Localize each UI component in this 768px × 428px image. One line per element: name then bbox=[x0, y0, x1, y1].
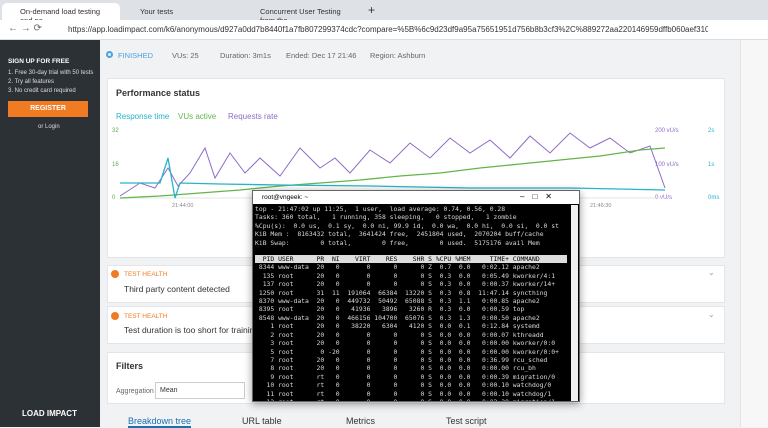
terminal-line: 5 root 0 -20 0 0 0 S 0.0 0.0 0:00.00 kwo… bbox=[255, 347, 559, 356]
tick: 32 bbox=[112, 128, 119, 134]
card-title: Performance status bbox=[116, 88, 201, 98]
vus-line bbox=[120, 147, 666, 199]
terminal-line: 137 root 20 0 0 0 0 S 0.3 0.0 0:00.37 kw… bbox=[255, 280, 556, 289]
sidebar bbox=[0, 40, 100, 427]
step: 2. Try all features bbox=[8, 79, 55, 85]
tick: 21:44:00 bbox=[172, 203, 194, 209]
terminal-line: 10 root rt 0 0 0 0 S 0.0 0.0 0:00.10 wat… bbox=[255, 381, 552, 390]
new-tab[interactable]: + bbox=[368, 3, 376, 17]
aggregation-label: Aggregation bbox=[116, 388, 154, 395]
tick: 21:46:30 bbox=[590, 203, 612, 209]
terminal-line: 8344 www-data 20 0 0 0 0 Z 0.7 0.0 0:02.… bbox=[255, 263, 540, 272]
tab[interactable]: Your tests bbox=[140, 7, 174, 16]
filters-title: Filters bbox=[116, 361, 144, 371]
requests-line bbox=[120, 132, 666, 197]
terminal-line: %Cpu(s): 0.0 us, 0.1 sy, 0.0 ni, 99.9 id… bbox=[255, 221, 559, 230]
terminal-line: 8395 root 20 0 41936 3896 3260 R 0.3 0.0… bbox=[255, 305, 525, 314]
terminal-line: 135 root 20 0 0 0 0 S 0.3 0.0 0:05.49 kw… bbox=[255, 271, 556, 280]
tick: 16 bbox=[112, 162, 119, 168]
window-controls[interactable]: –□✕ bbox=[520, 192, 560, 201]
terminal-title: root@vngeek: ~ bbox=[262, 194, 309, 201]
terminal-line: 1250 root 31 11 191064 66384 13220 S 0.3… bbox=[255, 288, 548, 297]
terminal-window bbox=[252, 190, 580, 402]
terminal-line: 8370 www-data 20 0 449732 50492 65088 S … bbox=[255, 297, 540, 306]
right-rail bbox=[740, 40, 768, 427]
health-text: Test duration is too short for training … bbox=[124, 325, 267, 335]
step: 1. Free 30-day trial with 50 tests bbox=[8, 70, 94, 76]
tick: 2s bbox=[708, 128, 715, 134]
status: FINISHED bbox=[118, 51, 154, 60]
terminal-line: PID USER PR NI VIRT RES SHR S %CPU %MEM … bbox=[255, 255, 567, 264]
health-label: TEST HEALTH bbox=[124, 313, 168, 320]
terminal-line: 2 root 20 0 0 0 0 S 0.0 0.0 0:00.07 kthr… bbox=[255, 330, 544, 339]
terminal-line: KiB Mem : 8163432 total, 3641424 free, 2… bbox=[255, 230, 544, 239]
legend-item[interactable]: Requests rate bbox=[228, 112, 278, 121]
tab[interactable]: Concurrent User Testing from the bbox=[260, 7, 341, 20]
chevron[interactable]: ⌄ bbox=[708, 268, 715, 277]
step: 3. No credit card required bbox=[8, 88, 76, 94]
login-link[interactable]: or Login bbox=[38, 124, 60, 130]
tab[interactable]: On-demand load testing and pe bbox=[2, 3, 120, 20]
terminal-line: top - 21:47:02 up 11:25, 1 user, load av… bbox=[255, 205, 506, 213]
chevron[interactable]: ⌄ bbox=[708, 310, 715, 319]
signup: SIGN UP FOR FREE bbox=[8, 58, 70, 65]
terminal-line: 9 root rt 0 0 0 0 S 0.0 0.0 0:00.39 migr… bbox=[255, 372, 556, 381]
logo: LOAD IMPACT bbox=[22, 409, 77, 418]
bottom-tab[interactable]: Metrics bbox=[346, 416, 375, 426]
terminal-line: 11 root rt 0 0 0 0 S 0.0 0.0 0:00.10 wat… bbox=[255, 389, 552, 398]
terminal-titlebar bbox=[253, 191, 579, 204]
vus: VUs: 25 bbox=[172, 51, 199, 60]
url[interactable]: https://app.loadimpact.com/k6/anonymous/… bbox=[68, 25, 708, 34]
bottom-tab[interactable]: Test script bbox=[446, 416, 487, 426]
terminal-line: Tasks: 360 total, 1 running, 358 sleepin… bbox=[255, 213, 517, 222]
legend-item[interactable]: VUs active bbox=[178, 112, 217, 121]
tab-strip bbox=[0, 0, 768, 20]
terminal-line: 3 root 20 0 0 0 0 S 0.0 0.0 0:00.00 kwor… bbox=[255, 339, 556, 348]
terminal-scrollbar bbox=[571, 205, 578, 401]
tick: 0ms bbox=[708, 195, 720, 201]
terminal-line: 1 root 20 0 38220 6304 4120 S 0.0 0.1 0:… bbox=[255, 322, 540, 331]
warn-icon bbox=[111, 270, 119, 278]
terminal-line: KiB Swap: 0 total, 0 free, 0 used. 51751… bbox=[255, 238, 540, 247]
terminal-line: 8548 www-data 20 0 466156 104700 65076 S… bbox=[255, 313, 540, 322]
ended: Ended: Dec 17 21:46 bbox=[286, 51, 357, 60]
warn-icon bbox=[111, 312, 119, 320]
terminal-line: 12 root rt 0 0 0 0 S 0.0 0.0 0:03.39 mig… bbox=[255, 398, 567, 401]
status-icon bbox=[106, 51, 113, 58]
nav-buttons[interactable]: ← → ⟳ bbox=[8, 23, 42, 34]
terminal-line: 8 root 20 0 0 0 0 S 0.0 0.0 0:00.00 rcu_… bbox=[255, 364, 536, 373]
tick: 0 bbox=[112, 195, 116, 201]
register-button[interactable]: REGISTER bbox=[8, 101, 88, 117]
bottom-tab[interactable]: Breakdown tree bbox=[128, 416, 192, 428]
tick: 200 vU/s bbox=[655, 128, 679, 134]
aggregation-select[interactable]: Mean bbox=[155, 382, 245, 399]
health-text: Third party content detected bbox=[124, 284, 230, 294]
health-label: TEST HEALTH bbox=[124, 271, 168, 278]
response-line bbox=[120, 157, 666, 199]
toolbar bbox=[0, 20, 768, 40]
legend-item[interactable]: Response time bbox=[116, 112, 170, 121]
bottom-tab[interactable]: URL table bbox=[242, 416, 282, 426]
duration: Duration: 3m1s bbox=[220, 51, 271, 60]
terminal-line: 7 root 20 0 0 0 0 S 0.0 0.0 0:36.99 rcu_… bbox=[255, 355, 548, 364]
tick: 1s bbox=[708, 162, 715, 168]
terminal-body: top - 21:47:02 up 11:25, 1 user, load av… bbox=[255, 205, 567, 401]
tick: 100 vU/s bbox=[655, 162, 679, 168]
region: Region: Ashburn bbox=[370, 51, 426, 60]
